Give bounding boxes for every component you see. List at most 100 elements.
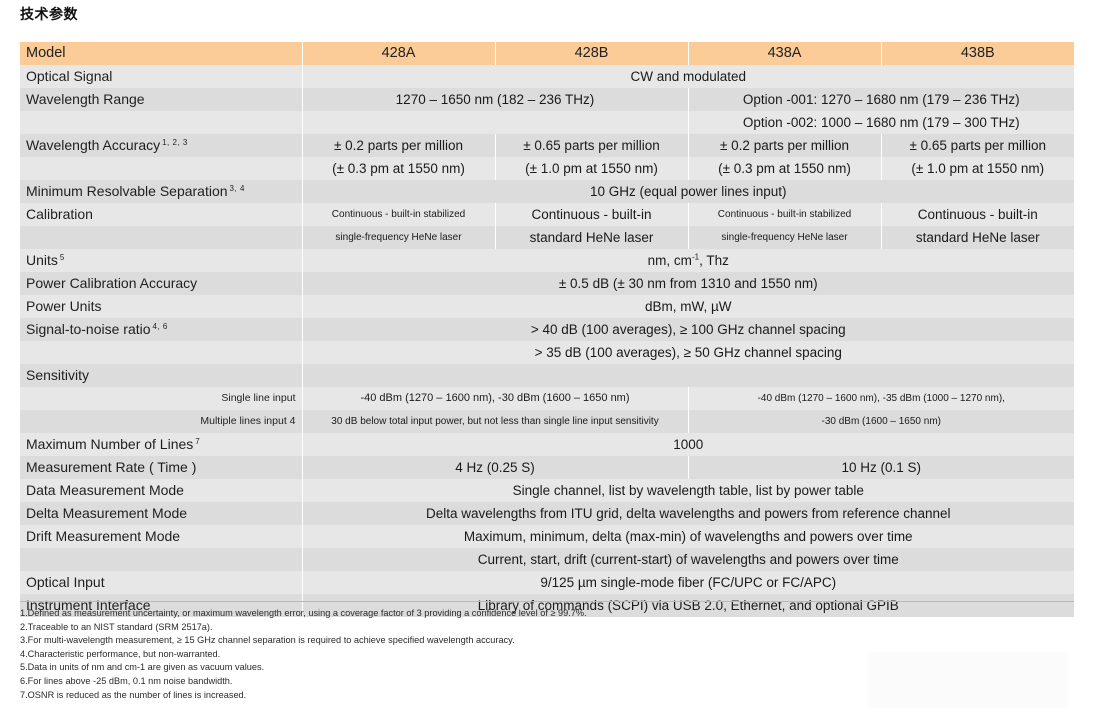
- row-label-text: Units: [26, 252, 58, 269]
- row-label-text: Maximum Number of Lines: [26, 436, 194, 453]
- row-label-text: Wavelength Accuracy: [26, 137, 161, 154]
- cell-438b: ± 0.65 parts per million: [881, 134, 1074, 157]
- row-value-measurement-rate-438: 10 Hz (0.1 S): [688, 456, 1074, 479]
- spec-table-body: Model 428A 428B 438A 438B Optical Signal…: [20, 42, 1074, 617]
- row-label-units: Units 5: [20, 249, 303, 272]
- table-row: Wavelength Range 1270 – 1650 nm (182 – 2…: [20, 88, 1074, 111]
- footnote-item: 2.Traceable to an NIST standard (SRM 251…: [20, 621, 213, 632]
- row-label-drift-measurement-mode: Drift Measurement Mode: [20, 525, 303, 548]
- row-value-snr-100ghz: > 40 dB (100 averages), ≥ 100 GHz channe…: [302, 318, 1074, 341]
- header-cell-428b: 428B: [495, 42, 689, 65]
- row-label-measurement-rate: Measurement Rate ( Time ): [20, 456, 303, 479]
- row-value-single-line-input-438: -40 dBm (1270 – 1600 nm), -35 dBm (1000 …: [688, 387, 1074, 410]
- cell-428b: (± 1.0 pm at 1550 nm): [495, 157, 689, 180]
- row-value-power-calibration-accuracy: ± 0.5 dB (± 30 nm from 1310 and 1550 nm): [302, 272, 1074, 295]
- footnote-item: 3.For multi-wavelength measurement, ≥ 15…: [20, 635, 515, 646]
- row-label-power-calibration-accuracy: Power Calibration Accuracy: [20, 272, 303, 295]
- cell-438a: Continuous - built-in stabilized: [688, 203, 882, 226]
- row-value-multiple-lines-input-428: 30 dB below total input power, but not l…: [302, 410, 689, 433]
- table-row: Units 5 nm, cm-1, Thz: [20, 249, 1074, 272]
- row-label-data-measurement-mode: Data Measurement Mode: [20, 479, 303, 502]
- table-row: Data Measurement Mode Single channel, li…: [20, 479, 1074, 502]
- cell-428a: (± 0.3 pm at 1550 nm): [302, 157, 496, 180]
- table-row: (± 0.3 pm at 1550 nm) (± 1.0 pm at 1550 …: [20, 157, 1074, 180]
- row-label-text: Signal-to-noise ratio: [26, 321, 151, 338]
- table-row: Power Calibration Accuracy ± 0.5 dB (± 3…: [20, 272, 1074, 295]
- row-value-units: nm, cm-1, Thz: [302, 249, 1074, 272]
- row-value-single-line-input-428: -40 dBm (1270 – 1600 nm), -30 dBm (1600 …: [302, 387, 689, 410]
- row-label-empty: [20, 548, 303, 571]
- footnote-ref: 4, 6: [152, 321, 168, 331]
- row-value-wavelength-range-438-cont: Option -002: 1000 – 1680 nm (179 – 300 T…: [688, 111, 1074, 134]
- row-value-drift-measurement-mode: Maximum, minimum, delta (max-min) of wav…: [302, 525, 1074, 548]
- row-value-optical-signal: CW and modulated: [302, 65, 1074, 88]
- row-value-data-measurement-mode: Single channel, list by wavelength table…: [302, 479, 1074, 502]
- row-label-empty: [20, 111, 303, 134]
- row-label-text: Minimum Resolvable Separation: [26, 183, 228, 200]
- cell-428a: single-frequency HeNe laser: [302, 226, 496, 249]
- row-value-drift-measurement-mode-cont: Current, start, drift (current-start) of…: [302, 548, 1074, 571]
- cell-428a: Continuous - built-in stabilized: [302, 203, 496, 226]
- table-row: > 35 dB (100 averages), ≥ 50 GHz channel…: [20, 341, 1074, 364]
- cell-438b: (± 1.0 pm at 1550 nm): [881, 157, 1074, 180]
- table-row: single-frequency HeNe laser standard HeN…: [20, 226, 1074, 249]
- row-label-power-units: Power Units: [20, 295, 303, 318]
- table-row: Power Units dBm, mW, µW: [20, 295, 1074, 318]
- table-bottom-divider: [20, 601, 1074, 602]
- header-cell-model: Model: [20, 42, 303, 65]
- row-value-delta-measurement-mode: Delta wavelengths from ITU grid, delta w…: [302, 502, 1074, 525]
- row-label-delta-measurement-mode: Delta Measurement Mode: [20, 502, 303, 525]
- row-value-snr-50ghz: > 35 dB (100 averages), ≥ 50 GHz channel…: [302, 341, 1074, 364]
- row-label-empty: [20, 157, 303, 180]
- table-row: Minimum Resolvable Separation 3, 4 10 GHz…: [20, 180, 1074, 203]
- row-label-wavelength-range: Wavelength Range: [20, 88, 303, 111]
- row-label-multiple-lines-input: Multiple lines input 4: [20, 410, 303, 433]
- footnote-ref: 5: [59, 252, 65, 262]
- table-header-row: Model 428A 428B 438A 438B: [20, 42, 1074, 65]
- footnote-ref: 3, 4: [229, 183, 245, 193]
- cell-428b: standard HeNe laser: [495, 226, 689, 249]
- row-value-measurement-rate-428: 4 Hz (0.25 S): [302, 456, 689, 479]
- cell-428b: ± 0.65 parts per million: [495, 134, 689, 157]
- footnote-ref: 1, 2, 3: [162, 137, 188, 147]
- row-label-minimum-resolvable-separation: Minimum Resolvable Separation 3, 4: [20, 180, 303, 203]
- table-row: Delta Measurement Mode Delta wavelengths…: [20, 502, 1074, 525]
- row-value-wavelength-range-428: 1270 – 1650 nm (182 – 236 THz): [302, 88, 689, 111]
- footnotes-list: 1.Defined as measurement uncertainty, or…: [20, 607, 1060, 702]
- row-label-optical-input: Optical Input: [20, 571, 303, 594]
- table-row: Signal-to-noise ratio 4, 6 > 40 dB (100 a…: [20, 318, 1074, 341]
- row-label-optical-signal: Optical Signal: [20, 65, 303, 88]
- row-value-maximum-number-of-lines: 1000: [302, 433, 1074, 456]
- row-label-signal-to-noise-ratio: Signal-to-noise ratio 4, 6: [20, 318, 303, 341]
- header-cell-438b: 438B: [881, 42, 1074, 65]
- cell-438a: (± 0.3 pm at 1550 nm): [688, 157, 882, 180]
- table-row: Drift Measurement Mode Maximum, minimum,…: [20, 525, 1074, 548]
- footnote-ref: 7: [195, 436, 201, 446]
- superscript-minus-one: -1: [691, 252, 700, 262]
- table-row: Sensitivity: [20, 364, 1074, 387]
- row-value-wavelength-range-438: Option -001: 1270 – 1680 nm (179 – 236 T…: [688, 88, 1074, 111]
- table-row: Option -002: 1000 – 1680 nm (179 – 300 T…: [20, 111, 1074, 134]
- cell-438a: ± 0.2 parts per million: [688, 134, 882, 157]
- row-value-minimum-resolvable-separation: 10 GHz (equal power lines input): [302, 180, 1074, 203]
- table-row: Calibration Continuous - built-in stabil…: [20, 203, 1074, 226]
- specifications-table: Model 428A 428B 438A 438B Optical Signal…: [20, 42, 1074, 617]
- row-label-empty: [20, 226, 303, 249]
- cell-428a: ± 0.2 parts per million: [302, 134, 496, 157]
- footnote-item: 7.OSNR is reduced as the number of lines…: [20, 689, 247, 700]
- page-title: 技术参数: [20, 6, 78, 22]
- footnote-item: 4.Characteristic performance, but non-wa…: [20, 648, 221, 659]
- header-cell-438a: 438A: [688, 42, 882, 65]
- footnote-item: 6.For lines above -25 dBm, 0.1 nm noise …: [20, 676, 233, 687]
- row-value-wavelength-range-428-cont: [302, 111, 689, 134]
- cell-438b: Continuous - built-in: [881, 203, 1074, 226]
- header-cell-428a: 428A: [302, 42, 496, 65]
- row-label-calibration: Calibration: [20, 203, 303, 226]
- table-row: Instrument Interface Library of commands…: [20, 594, 1074, 617]
- table-row: Current, start, drift (current-start) of…: [20, 548, 1074, 571]
- table-row: Optical Input 9/125 µm single-mode fiber…: [20, 571, 1074, 594]
- footnote-item: 5.Data in units of nm and cm-1 are given…: [20, 662, 265, 673]
- table-row: Maximum Number of Lines 7 1000: [20, 433, 1074, 456]
- row-label-sensitivity: Sensitivity: [20, 364, 303, 387]
- row-label-maximum-number-of-lines: Maximum Number of Lines 7: [20, 433, 303, 456]
